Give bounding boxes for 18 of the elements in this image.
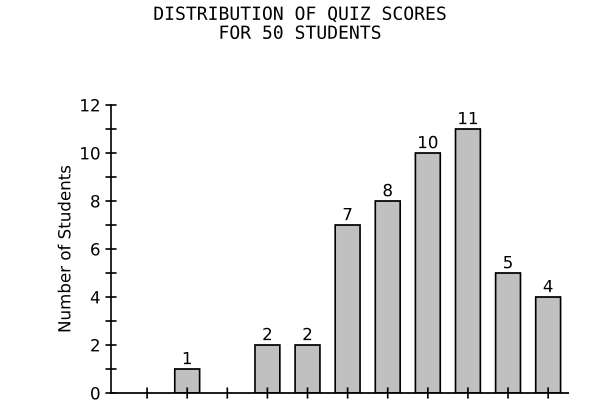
data-label: 2 [263,328,272,340]
data-label: 1 [184,352,191,364]
data-label: 11 [459,112,477,124]
data-label: 10 [419,136,438,148]
y-axis-title: Number of Students [58,166,71,332]
y-tick-label: 2 [91,338,99,352]
chart-title: DISTRIBUTION OF QUIZ SCORES FOR 50 STUDENTS [154,6,446,40]
y-tick-label: 0 [91,386,100,400]
data-label: 5 [504,256,512,268]
y-tick-label: 4 [90,291,100,304]
data-label: 8 [384,184,392,196]
y-tick-label: 6 [91,242,100,256]
y-tick-label: 8 [91,194,100,208]
data-label: 2 [303,328,312,340]
y-tick-label: 12 [81,98,99,112]
y-tick-label: 10 [81,146,100,160]
data-label: 7 [344,208,352,220]
data-label: 4 [544,280,553,292]
